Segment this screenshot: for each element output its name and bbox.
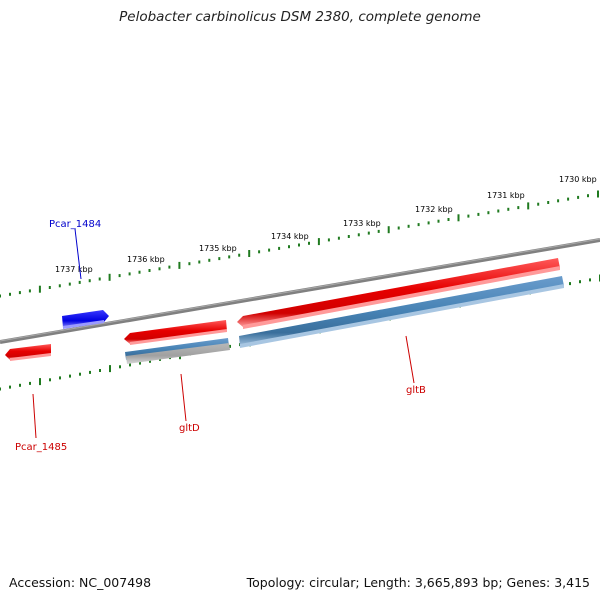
genome-backbone <box>0 238 600 344</box>
kbp-label-1732: 1732 kbp <box>415 205 453 214</box>
outer-tick-ruler <box>0 190 599 298</box>
cds-gltB[interactable] <box>239 276 564 348</box>
gene-gltD[interactable] <box>124 320 227 345</box>
leader-gltB <box>405 335 415 384</box>
accession-text: Accession: NC_007498 <box>9 575 152 590</box>
label-gltD: gltD <box>179 423 200 434</box>
map-title: Pelobacter carbinolicus DSM 2380, comple… <box>119 9 481 25</box>
kbp-label-1737: 1737 kbp <box>55 265 93 274</box>
kbp-label-1731: 1731 kbp <box>487 191 525 200</box>
kbp-label-1733: 1733 kbp <box>343 219 381 228</box>
label-gltB: gltB <box>406 385 426 396</box>
leader-gltD <box>180 373 187 422</box>
leader-pcar-1485 <box>32 393 37 439</box>
gene-gltB[interactable] <box>237 258 560 329</box>
topology-summary-text: Topology: circular; Length: 3,665,893 bp… <box>246 575 590 590</box>
kbp-label-1735: 1735 kbp <box>199 244 237 253</box>
kbp-label-1736: 1736 kbp <box>127 255 165 264</box>
gene-pcar-1485[interactable] <box>5 344 51 361</box>
label-pcar-1485: Pcar_1485 <box>15 442 67 453</box>
gene-pcar-1484[interactable] <box>62 310 109 329</box>
cds-gltD[interactable] <box>125 338 230 364</box>
kbp-label-1730: 1730 kbp <box>559 175 597 184</box>
label-pcar-1484: Pcar_1484 <box>49 219 101 230</box>
leader-pcar-1484 <box>74 228 82 280</box>
kbp-label-1734: 1734 kbp <box>271 232 309 241</box>
